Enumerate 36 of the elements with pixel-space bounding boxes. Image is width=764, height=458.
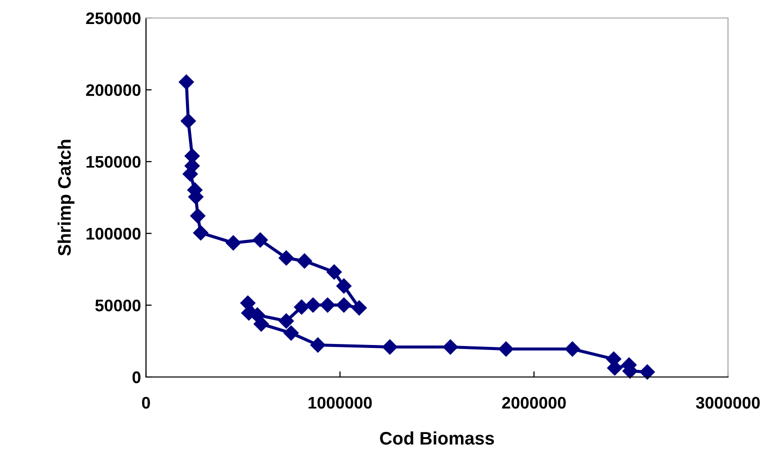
y-tick-label: 250000 [86,12,140,24]
point [640,364,655,380]
point [278,313,294,329]
x-tick-label: 3000000 [696,396,760,409]
point [178,74,194,90]
point [284,325,299,341]
point [252,232,268,248]
point [336,278,352,294]
point [336,297,352,313]
x-axis-title: Cod Biomass [380,431,494,445]
point [278,250,294,266]
y-tick-label: 100000 [86,228,140,240]
point [305,297,321,313]
point [320,297,336,313]
point [190,208,206,224]
point [294,299,310,315]
y-tick-label: 0 [132,371,140,384]
point [193,225,208,240]
point [498,341,514,357]
y-tick-label: 150000 [86,156,140,168]
x-tick-label: 0 [142,396,150,409]
x-tick-label: 2000000 [502,396,566,409]
point [180,113,196,129]
point [352,300,367,316]
point [442,339,458,355]
point [296,253,312,269]
y-axis-title: Shrimp Catch [58,140,74,256]
point [226,235,241,250]
y-tick-label: 200000 [86,84,140,96]
point [382,339,398,355]
point [326,264,342,280]
point [310,337,326,353]
point [254,316,269,332]
x-tick-label: 1000000 [308,396,372,409]
y-tick-label: 50000 [95,300,140,312]
point [564,341,580,357]
